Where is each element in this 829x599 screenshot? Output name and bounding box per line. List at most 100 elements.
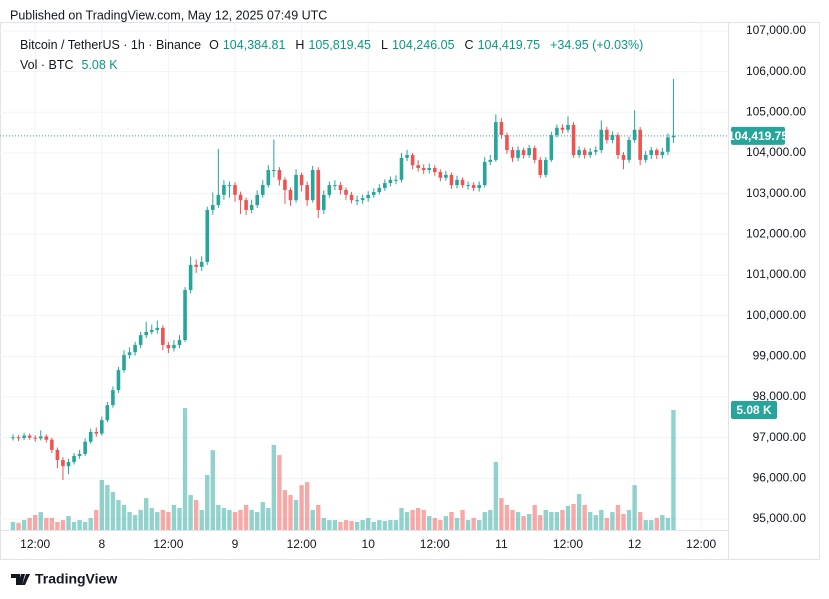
candle-body: [632, 129, 637, 140]
volume-bar: [155, 512, 160, 530]
x-tick-label: 12:00: [287, 537, 317, 551]
x-tick-label: 8: [98, 537, 105, 551]
candle-body: [421, 168, 426, 171]
candle-body: [527, 148, 531, 155]
volume-bar: [321, 517, 326, 530]
volume-bar: [304, 482, 310, 530]
candle-body: [638, 129, 642, 160]
candle-body: [222, 185, 226, 195]
volume-bar: [488, 509, 493, 530]
candle-body: [333, 185, 337, 187]
volume-bar: [432, 517, 437, 530]
volume-bar: [293, 499, 299, 530]
candle-body: [660, 151, 665, 155]
volume-bar: [610, 512, 615, 530]
volume-bar: [249, 509, 254, 530]
candle-body: [183, 290, 187, 341]
volume-bar: [393, 520, 399, 530]
candle-body: [144, 331, 148, 336]
candle-body: [316, 170, 321, 210]
price-tag: 104,419.75: [728, 129, 788, 143]
candle-body: [294, 174, 298, 201]
candle-body: [50, 439, 54, 450]
candle-body: [516, 150, 520, 158]
candle-body: [122, 355, 126, 371]
volume-bar: [205, 474, 210, 530]
volume-bar: [371, 521, 376, 530]
x-tick-label: 10: [362, 537, 376, 551]
candle-body: [172, 344, 176, 349]
candle-body: [582, 150, 587, 155]
candle-body: [260, 185, 265, 195]
volume-bar: [538, 515, 543, 530]
y-tick-label: 99,000.00: [753, 349, 807, 363]
volume-bar: [532, 504, 537, 530]
y-tick-label: 104,000.00: [746, 145, 806, 159]
candle-body: [11, 437, 15, 439]
candle-body: [649, 150, 654, 155]
volume-bar: [354, 521, 360, 530]
volume-bar: [388, 520, 393, 530]
ohlc-key: L: [381, 38, 388, 52]
volume-bar: [499, 498, 504, 530]
candle-body: [55, 449, 60, 461]
volume-tag-box: [731, 400, 777, 419]
volume-bar: [21, 520, 27, 530]
logo: [11, 574, 30, 585]
x-tick-label: 12:00: [420, 537, 450, 551]
candle-body: [266, 170, 271, 186]
volume-bar: [604, 517, 610, 530]
volume-bar: [55, 521, 60, 530]
volume-bar: [454, 517, 460, 530]
volume-bar: [399, 508, 404, 530]
volume-bar: [182, 408, 188, 530]
footer: TradingView: [35, 571, 117, 587]
candle-body: [338, 185, 343, 190]
candle-body: [277, 170, 282, 180]
volume-bar: [221, 508, 227, 530]
volume-bar: [44, 517, 49, 530]
candle-body: [549, 135, 554, 160]
candle-body: [560, 127, 565, 130]
volume-bar: [327, 520, 332, 530]
candle-body: [44, 436, 49, 440]
candle-body: [255, 194, 259, 206]
candle-body: [149, 329, 154, 332]
candle-body: [211, 205, 215, 210]
volume-bar: [16, 522, 21, 530]
ohlc-value: 104,384.81: [222, 38, 286, 52]
volume-bar: [660, 515, 665, 530]
candle-body: [610, 135, 615, 140]
candle-body: [188, 264, 193, 291]
y-tick-label: 95,000.00: [753, 511, 807, 525]
volume-bar: [510, 509, 515, 530]
volume-bar: [443, 516, 449, 530]
candle-body: [16, 437, 21, 439]
candle-body: [216, 194, 221, 206]
volume-bar: [266, 508, 271, 530]
candle-body: [616, 135, 620, 155]
volume-bar: [543, 509, 548, 530]
y-tick-label: 97,000.00: [753, 430, 807, 444]
y-tick-label: 107,000.00: [746, 23, 806, 37]
candle-body: [371, 192, 376, 195]
volume-bar: [521, 516, 526, 530]
candle-body: [410, 154, 415, 166]
candle-body: [344, 189, 348, 195]
price-tag-box: [731, 126, 785, 145]
volume-bar: [66, 516, 71, 530]
volume-bar: [38, 512, 43, 530]
candle-body: [360, 198, 365, 201]
candle-body: [155, 327, 160, 330]
x-tick-label: 12:00: [686, 537, 716, 551]
candle-body: [288, 189, 293, 201]
candle-body: [199, 261, 204, 267]
candle-body: [233, 185, 237, 195]
x-tick-label: 12:00: [20, 537, 50, 551]
candle-body: [138, 335, 143, 345]
candle-body: [621, 154, 626, 160]
volume-bar: [99, 479, 104, 530]
candle-body: [494, 122, 498, 160]
volume-bar: [105, 485, 110, 530]
volume-bar: [560, 509, 565, 530]
